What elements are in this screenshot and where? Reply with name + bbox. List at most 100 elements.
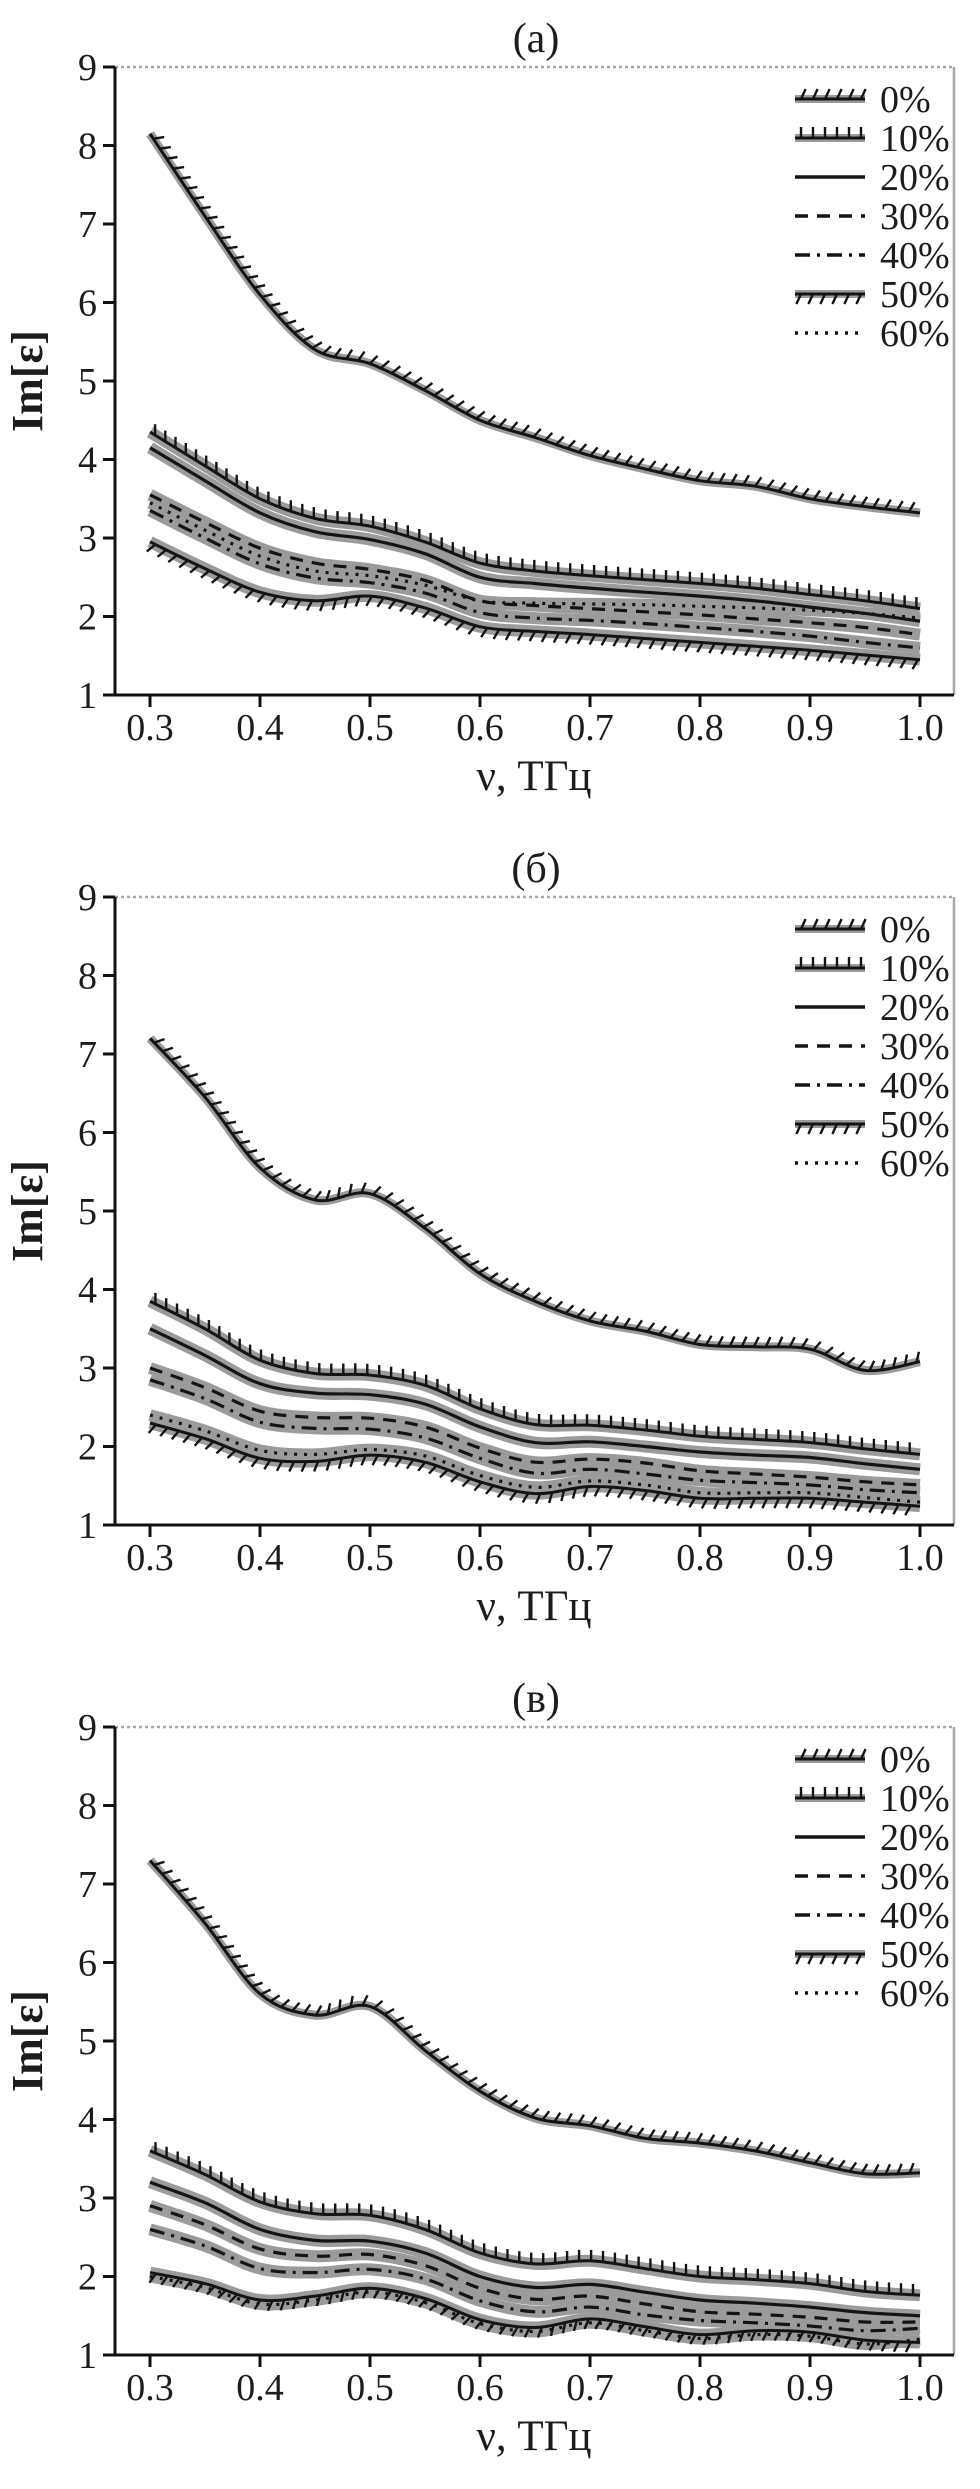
x-tick-label: 0.7 [566,2367,614,2409]
x-tick-label: 0.3 [126,1537,174,1579]
legend: 0%10%20%30%40%50%60% [795,909,950,1185]
legend-label-20%: 20% [880,1817,950,1859]
chart-panel-a: (а) Im[ε] ν, ТГц 9 8 7 6 5 4 3 2 1 0.3 0.4 0.5 0.6 0.… [3,16,956,800]
series-line-50% [149,1421,921,1508]
legend: 0%10%20%30%40%50%60% [795,1739,950,2015]
legend-label-0%: 0% [880,79,931,121]
y-tick-label: 6 [78,1113,97,1155]
y-tick-label: 3 [78,2178,97,2220]
x-tick-label: 0.9 [786,2367,834,2409]
y-tick-label: 5 [78,1191,97,1233]
legend: 0%10%20%30%40%50%60% [795,79,950,355]
error-band [146,1857,921,2179]
series-line-20% [149,446,921,623]
legend-label-20%: 20% [880,157,950,199]
legend-label-60%: 60% [880,1143,950,1185]
x-tick-label: 0.8 [676,2367,724,2409]
chart-panel-v: (в) Im[ε] ν, ТГц 9 8 7 6 5 4 3 2 1 0.3 0.4 0.5 0.6 0.… [3,1676,956,2460]
chart-panel-b: (б) Im[ε] ν, ТГц 9 8 7 6 5 4 3 2 1 0.3 0.4 0.5 0.6 0.… [3,846,956,1630]
x-tick-label: 0.7 [566,707,614,749]
legend-label-40%: 40% [880,1895,950,1937]
y-tick-label: 4 [78,2100,97,2142]
x-tick-label: 0.4 [236,707,284,749]
panel-a-x-axis-label: ν, ТГц [476,753,591,800]
x-tick-label: 0.9 [786,707,834,749]
series-line-20% [149,2180,921,2318]
y-tick-label: 8 [78,956,97,998]
legend-label-50%: 50% [880,1934,950,1976]
legend-label-50%: 50% [880,274,950,316]
x-tick-label: 0.6 [456,707,504,749]
y-tick-label: 7 [78,1034,97,1076]
panel-v-title: (в) [512,1676,560,1722]
legend-label-50%: 50% [880,1104,950,1146]
series-line-30% [149,493,921,637]
legend-label-60%: 60% [880,313,950,355]
legend-label-40%: 40% [880,1065,950,1107]
series-line-0% [148,132,921,515]
series-line-30% [149,2204,921,2324]
legend-label-20%: 20% [880,987,950,1029]
x-tick-label: 0.3 [126,2367,174,2409]
series-line-40% [149,1378,921,1495]
y-tick-label: 2 [78,1427,97,1469]
y-tick-label: 9 [78,1707,97,1749]
x-tick-label: 0.5 [346,1537,394,1579]
y-tick-label: 8 [78,1786,97,1828]
y-tick-label: 3 [78,518,97,560]
x-tick-label: 0.8 [676,707,724,749]
panel-v-y-axis-label: Im[ε] [3,1990,52,2092]
y-tick-label: 2 [78,597,97,639]
series-line-0% [148,1859,921,2176]
error-band [146,1035,921,1376]
panel-v-x-axis-label: ν, ТГц [476,2413,591,2460]
y-tick-label: 4 [78,440,97,482]
series-line-60% [149,501,921,620]
x-tick-label: 1.0 [896,707,944,749]
y-tick-label: 6 [78,283,97,325]
x-tick-label: 0.6 [456,1537,504,1579]
error-band [147,1295,921,1461]
panel-b-plot-area: 9 8 7 6 5 4 3 2 1 0.3 0.4 0.5 0.6 0.7 0.8 0.9 1.0 0%10%20… [78,877,956,1579]
x-tick-label: 0.5 [346,707,394,749]
series-line-10% [149,430,921,611]
y-tick-label: 7 [78,204,97,246]
legend-label-30%: 30% [880,1856,950,1898]
series-line-0% [148,1037,921,1373]
panel-v-plot-area: 9 8 7 6 5 4 3 2 1 0.3 0.4 0.5 0.6 0.7 0.8 0.9 1.0 0%10%20… [78,1707,956,2409]
legend-label-30%: 30% [880,1026,950,1068]
x-tick-label: 0.4 [236,1537,284,1579]
x-tick-label: 1.0 [896,1537,944,1579]
legend-label-10%: 10% [880,948,950,990]
legend-label-10%: 10% [880,1778,950,1820]
y-tick-label: 5 [78,2021,97,2063]
series-line-30% [149,1366,921,1487]
y-tick-label: 4 [78,1270,97,1312]
panel-b-title: (б) [511,846,560,892]
legend-label-40%: 40% [880,235,950,277]
x-tick-label: 0.3 [126,707,174,749]
x-tick-label: 0.8 [676,1537,724,1579]
legend-label-0%: 0% [880,1739,931,1781]
error-band [146,131,921,518]
series-line-60% [149,1413,921,1504]
panel-a-plot-area: 9 8 7 6 5 4 3 2 1 0.3 0.4 0.5 0.6 0.7 0.8 0.9 1.0 0%10%20… [78,47,956,749]
y-tick-label: 7 [78,1864,97,1906]
x-tick-label: 0.9 [786,1537,834,1579]
y-tick-label: 1 [78,2335,97,2377]
x-tick-label: 0.6 [456,2367,504,2409]
legend-label-10%: 10% [880,118,950,160]
legend-label-0%: 0% [880,909,931,951]
series-line-20% [149,1327,921,1471]
panel-a-title: (а) [513,16,560,62]
y-tick-label: 9 [78,877,97,919]
y-tick-label: 2 [78,2257,97,2299]
y-tick-label: 3 [78,1348,97,1390]
panel-a-y-axis-label: Im[ε] [3,330,52,432]
x-tick-label: 0.7 [566,1537,614,1579]
series-line-50% [149,2271,921,2344]
x-tick-label: 0.4 [236,2367,284,2409]
error-band [148,2270,921,2351]
series-line-40% [149,509,921,650]
